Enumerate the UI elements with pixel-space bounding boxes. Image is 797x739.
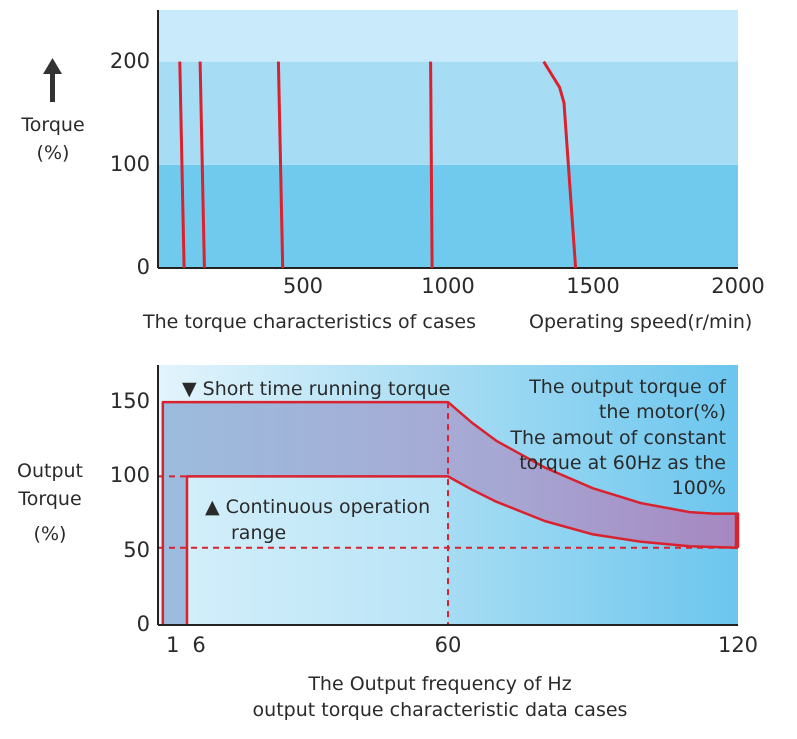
torque-line-curve-2 [198, 61, 206, 269]
note-line-3: The amout of constant [510, 427, 726, 449]
chart1-xtick-1500: 1500 [566, 274, 620, 298]
chart2-xlabel: The Output frequency of Hz [308, 673, 572, 695]
chart1-ylabel-line1: Torque [21, 114, 85, 136]
torque-speed-chart [157, 10, 738, 269]
output-torque-chart [157, 365, 740, 626]
chart1-xtick-2000: 2000 [711, 274, 765, 298]
note-line-5: 100% [671, 477, 726, 499]
chart2-ytick-50: 50 [123, 537, 150, 562]
chart1-ylabel-line2: (%) [36, 142, 70, 164]
chart1-title: The torque characteristics of cases [143, 311, 476, 333]
short-time-torque-label: ▼ Short time running torque [182, 378, 451, 400]
torque-line-curve-5 [542, 60, 578, 269]
chart1-ytick-0: 0 [136, 255, 150, 279]
short-time-torque-line [161, 400, 740, 626]
chart2-ylabel-line1: Output [17, 460, 83, 482]
chart1-xtick-1000: 1000 [421, 274, 475, 298]
continuous-range-label-line2: range [231, 522, 287, 544]
chart1-ytick-200: 200 [109, 48, 150, 73]
chart2-ylabel-line3: (%) [33, 523, 67, 545]
torque-area-fill [162, 402, 739, 625]
chart2-ytick-0: 0 [136, 612, 150, 636]
up-arrow-icon [43, 58, 62, 102]
chart2-title: output torque characteristic data cases [252, 699, 628, 721]
chart1-xlabel: Operating speed(r/min) [529, 311, 753, 333]
torque-line-curve-4 [429, 61, 434, 269]
note-line-2: the motor(%) [598, 401, 726, 423]
chart2-ylabel-line2: Torque [18, 488, 82, 510]
chart2-ytick-150: 150 [109, 389, 150, 414]
note-line-1: The output torque of [529, 376, 726, 398]
chart2-xtick-120: 120 [717, 633, 759, 657]
torque-line-curve-3 [276, 61, 285, 269]
chart1-ytick-100: 100 [109, 151, 150, 176]
torque-band-0 [158, 164, 738, 268]
chart1-xtick-500: 500 [282, 274, 324, 298]
torque-band-1 [158, 61, 738, 165]
continuous-range-label-line1: ▲ Continuous operation [205, 496, 431, 518]
note-line-4: torque at 60Hz as the [519, 452, 726, 474]
continuous-area [187, 476, 448, 625]
chart2-xtick-1: 1 [166, 633, 180, 657]
torque-band-2 [158, 10, 738, 62]
chart2-xtick-6: 6 [192, 633, 206, 657]
chart2-xtick-60: 60 [434, 633, 462, 657]
torque-line-curve-1 [178, 61, 186, 269]
continuous-torque-line [185, 475, 739, 625]
chart2-ytick-100: 100 [109, 463, 150, 488]
